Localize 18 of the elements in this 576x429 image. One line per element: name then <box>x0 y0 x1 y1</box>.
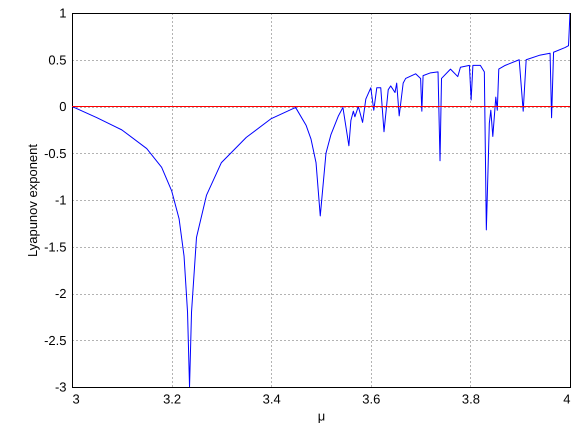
y-tick-label: -2 <box>54 286 66 301</box>
x-axis-title: μ <box>318 408 326 424</box>
y-tick-label: -1 <box>54 192 66 208</box>
x-tick-label: 3 <box>72 392 80 406</box>
y-tick-label: -0.5 <box>44 146 66 161</box>
x-tick-label: 3.4 <box>262 392 281 406</box>
y-tick-label: 0.5 <box>48 52 66 68</box>
x-tick-label: 3.2 <box>163 392 182 406</box>
x-tick-label: 3.8 <box>462 392 480 406</box>
line-series <box>72 13 570 387</box>
y-tick-label: 0 <box>59 99 66 114</box>
y-tick-label: -3 <box>54 380 66 394</box>
x-tick-label: 3.6 <box>362 392 380 406</box>
x-tick-label: 4 <box>563 392 570 406</box>
y-tick-label: -1.5 <box>44 239 66 254</box>
y-tick-label: 1 <box>59 6 66 20</box>
y-axis-title: Lyapunov exponent <box>25 144 40 258</box>
y-tick-label: -2.5 <box>44 332 66 348</box>
